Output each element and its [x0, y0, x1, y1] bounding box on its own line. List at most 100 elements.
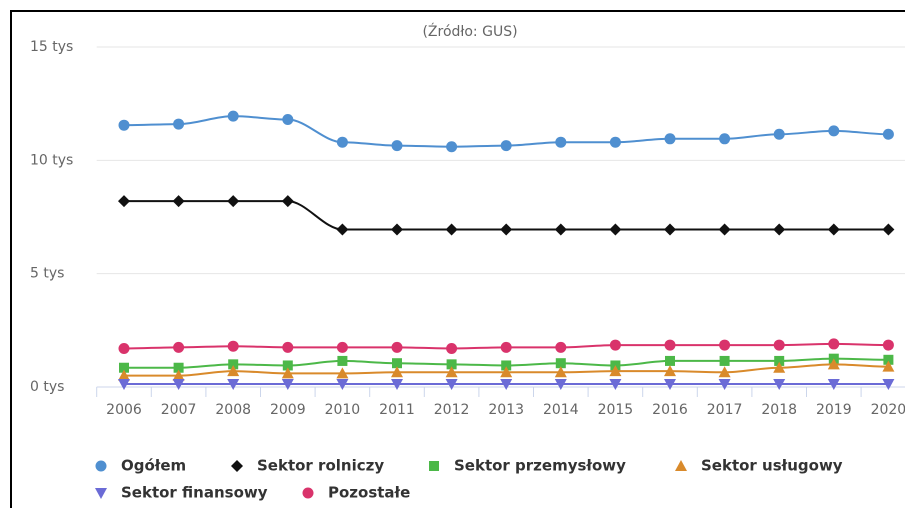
point	[336, 136, 348, 148]
point	[336, 379, 349, 391]
x-tick-label: 2009	[270, 402, 306, 418]
point	[501, 360, 512, 371]
point	[828, 338, 840, 350]
x-tick-label: 2011	[379, 402, 415, 418]
point	[555, 358, 566, 369]
point	[392, 358, 402, 369]
point	[664, 379, 676, 391]
point	[173, 362, 184, 373]
point	[718, 366, 731, 378]
point	[554, 223, 567, 236]
point	[118, 369, 130, 381]
point	[773, 128, 785, 140]
x-tick-label: 2007	[161, 402, 197, 418]
legend-marker	[231, 460, 243, 472]
point	[827, 379, 840, 391]
frame	[10, 10, 905, 508]
point	[172, 379, 185, 391]
point	[827, 358, 840, 370]
point	[281, 367, 294, 379]
point	[445, 223, 458, 236]
point	[500, 366, 513, 378]
x-tick-label: 2006	[106, 402, 142, 418]
point	[118, 342, 130, 354]
point	[882, 339, 894, 351]
point	[118, 119, 130, 131]
point	[554, 379, 567, 391]
point	[281, 195, 294, 208]
point	[718, 379, 731, 391]
x-tick-label: 2016	[652, 402, 688, 418]
point	[500, 223, 513, 236]
point	[719, 355, 730, 366]
point	[336, 367, 349, 379]
point	[500, 379, 513, 391]
point	[773, 379, 786, 391]
legend-marker	[302, 487, 314, 499]
point	[336, 223, 349, 236]
point	[282, 360, 293, 371]
point	[882, 360, 895, 372]
legend-label: Sektor rolniczy	[257, 457, 384, 475]
point	[227, 195, 240, 208]
point	[227, 340, 239, 352]
x-tick-label: 2020	[871, 402, 905, 418]
point	[119, 362, 129, 373]
point	[665, 355, 675, 366]
x-tick-label: 2010	[325, 402, 361, 418]
point	[336, 341, 348, 353]
point	[828, 125, 840, 137]
chart-title: (Źródło: GUS)	[422, 22, 517, 40]
legend-marker	[429, 461, 439, 471]
point	[172, 369, 185, 381]
point	[172, 195, 185, 208]
point	[500, 140, 512, 152]
point	[773, 223, 786, 236]
point	[882, 128, 894, 140]
x-tick-label: 2013	[488, 402, 524, 418]
point	[173, 341, 185, 353]
x-tick-label: 2008	[215, 402, 251, 418]
point	[227, 110, 239, 122]
point	[664, 223, 676, 236]
point	[227, 379, 240, 391]
point	[118, 195, 130, 208]
point	[609, 379, 622, 391]
legend-label: Sektor przemysłowy	[454, 457, 626, 475]
y-tick-label: 15 tys	[30, 39, 73, 55]
point	[719, 133, 731, 145]
legend-label: Ogółem	[121, 457, 186, 475]
point	[773, 361, 786, 373]
point	[228, 359, 239, 370]
point	[664, 339, 676, 351]
point	[227, 365, 240, 377]
point	[718, 223, 731, 236]
y-tick-label: 0 tys	[30, 379, 64, 395]
point	[446, 141, 458, 153]
point	[609, 339, 621, 351]
point	[719, 339, 731, 351]
point	[882, 223, 895, 236]
point	[773, 339, 785, 351]
legend-label: Pozostałe	[328, 484, 410, 502]
point	[500, 341, 512, 353]
point	[609, 223, 622, 236]
point	[609, 365, 622, 377]
x-tick-label: 2012	[434, 402, 470, 418]
legend-marker	[95, 460, 107, 472]
point	[554, 366, 567, 378]
point	[664, 365, 676, 377]
point	[882, 379, 895, 391]
point	[118, 379, 130, 391]
legend-label: Sektor usługowy	[701, 457, 843, 475]
point	[446, 359, 457, 370]
y-tick-label: 10 tys	[30, 152, 73, 168]
point	[883, 354, 894, 365]
x-tick-label: 2017	[707, 402, 743, 418]
legend-label: Sektor finansowy	[121, 484, 268, 502]
point	[391, 341, 403, 353]
legend-marker	[675, 460, 687, 471]
legend-marker	[95, 488, 107, 499]
point	[391, 379, 403, 391]
